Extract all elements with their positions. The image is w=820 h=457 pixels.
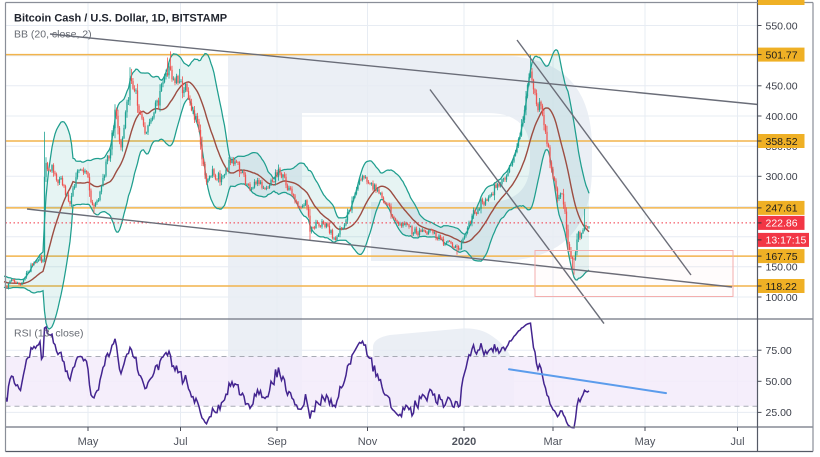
svg-text:Jul: Jul [730, 436, 744, 448]
svg-text:May: May [78, 436, 99, 448]
svg-text:450.00: 450.00 [766, 81, 798, 93]
svg-text:25.00: 25.00 [766, 407, 792, 419]
svg-text:Bitcoin Cash / U.S. Dollar, 1D: Bitcoin Cash / U.S. Dollar, 1D, BITSTAMP [14, 13, 227, 25]
svg-text:BB (20, close, 2): BB (20, close, 2) [14, 29, 92, 41]
svg-text:Mar: Mar [544, 436, 563, 448]
svg-text:13:17:15: 13:17:15 [766, 235, 807, 247]
svg-text:247.61: 247.61 [766, 203, 798, 215]
svg-text:167.75: 167.75 [766, 251, 798, 263]
svg-text:501.77: 501.77 [766, 49, 798, 61]
svg-text:550.00: 550.00 [766, 20, 798, 32]
svg-text:400.00: 400.00 [766, 111, 798, 123]
svg-text:300.00: 300.00 [766, 171, 798, 183]
svg-text:RSI (13, close): RSI (13, close) [14, 328, 83, 340]
svg-text:May: May [635, 436, 656, 448]
svg-text:Sep: Sep [267, 436, 287, 448]
svg-text:Nov: Nov [358, 436, 378, 448]
svg-text:Jul: Jul [173, 436, 187, 448]
svg-text:118.22: 118.22 [766, 281, 797, 293]
svg-text:2020: 2020 [452, 436, 476, 448]
svg-text:358.52: 358.52 [766, 136, 798, 148]
svg-text:222.86: 222.86 [766, 218, 798, 230]
svg-text:150.00: 150.00 [766, 262, 798, 274]
svg-text:100.00: 100.00 [766, 292, 798, 304]
svg-text:50.00: 50.00 [766, 376, 792, 388]
svg-text:75.00: 75.00 [766, 345, 792, 357]
